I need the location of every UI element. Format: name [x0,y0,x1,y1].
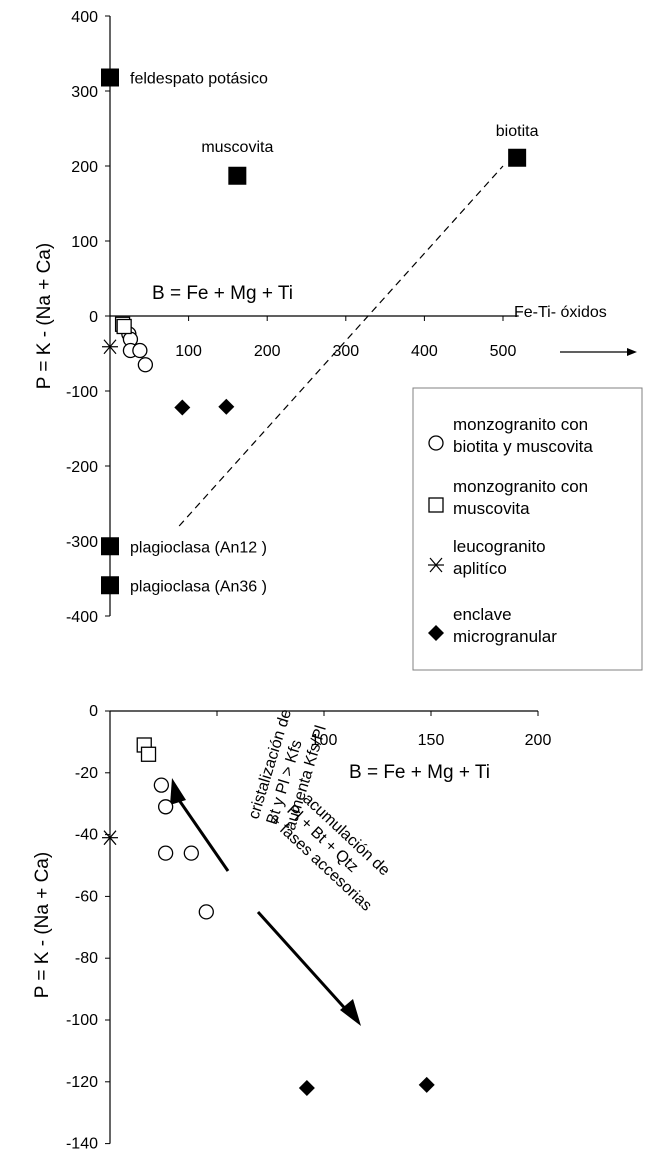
square-point [140,746,157,762]
top-x-tick-label: 500 [490,343,517,360]
bottom-x-axis-label: B = Fe + Mg + Ti [349,762,490,783]
top-y-tick-label: -100 [66,384,98,401]
legend-label: leucogranito [453,537,546,556]
accumulation-arrow-line [256,910,352,1016]
legend-label: biotita y muscovita [453,437,593,456]
bottom-panel: 0 -20 -40 -60 -80 -100 -120 -140 100 150 200 B = F… [32,703,551,1153]
top-y-tick-label: -400 [66,609,98,626]
legend-square-marker [428,497,444,513]
diamond-point [174,399,191,416]
top-y-tick-label: 400 [71,9,98,26]
legend-label: monzogranito con [453,477,588,496]
bottom-x-tick-label: 100 [311,732,338,749]
label-backdrop [150,280,338,305]
mineral-marker [101,576,119,595]
mineral-marker [101,68,119,87]
mineral-label: biotita [496,123,539,140]
top-y-tick-label: 300 [71,84,98,101]
asterisk-point [102,339,118,355]
dashed-trend-line [178,165,504,527]
crystallization-arrow-line [177,799,230,872]
top-y-tick-label: 0 [89,309,98,326]
top-x-tick-label: 200 [254,343,281,360]
top-x-tick-label: 100 [175,343,202,360]
top-y-tick-label: 100 [71,234,98,251]
bottom-y-tick-label: -80 [75,950,98,967]
legend-label: enclave [453,605,512,624]
mineral-label: plagioclasa (An12 ) [130,539,267,556]
legend-circle-marker [428,435,444,451]
mineral-marker [508,148,527,167]
legend-label: microgranular [453,627,557,646]
mineral-label: plagioclasa (An36 ) [130,578,267,595]
bottom-y-tick-label: -40 [75,827,98,844]
top-y-tick-label: -200 [66,459,98,476]
legend-label: muscovita [453,499,530,518]
top-y-tick-label: -300 [66,534,98,551]
bottom-y-tick-label: -140 [66,1136,98,1153]
top-x-axis-label: B = Fe + Mg + Ti [152,283,293,304]
bottom-x-tick-label: 200 [525,732,552,749]
mineral-marker [101,537,119,556]
top-x-tick-label: 400 [411,343,438,360]
circle-point [137,357,154,373]
legend-label: monzogranito con [453,415,588,434]
legend-box [412,387,643,671]
bottom-x-tick-label: 150 [418,732,445,749]
mineral-marker [228,166,247,185]
accumulation-arrowhead [340,999,361,1026]
mineral-label: muscovita [201,139,273,156]
legend-label: aplitíco [453,559,507,578]
bottom-y-tick-label: -20 [75,765,98,782]
crystallization-arrowhead [170,778,186,805]
mineral-label: feldespato potásico [130,71,268,88]
top-y-axis-label: P = K - (Na + Ca) [34,243,55,389]
fe-ti-vector-arrowhead [627,348,637,356]
vector-label: Fe-Ti- óxidos [514,304,607,321]
circle-point [132,342,148,359]
diamond-point [298,1079,315,1096]
top-y-tick-label: 200 [71,159,98,176]
bottom-y-tick-label: -100 [66,1012,98,1029]
bottom-y-axis-label: P = K - (Na + Ca) [32,852,53,998]
circle-point [157,845,174,861]
bottom-y-tick-label: 0 [89,703,98,720]
legend-asterisk-marker [428,557,444,573]
asterisk-point [102,830,118,846]
diamond-point [418,1076,435,1093]
circle-point [153,777,170,793]
legend-diamond-marker [428,625,444,641]
square-point [116,318,132,335]
top-panel: 400 300 200 100 0 -100 -200 -300 -400 100 200 300 40… [34,9,643,671]
diamond-point [218,398,235,415]
bottom-y-tick-label: -60 [75,888,98,905]
circle-point [183,845,199,861]
top-x-tick-label: 300 [332,343,359,360]
bottom-y-tick-label: -120 [66,1074,98,1091]
circle-point [198,904,214,920]
circle-point [157,799,174,815]
